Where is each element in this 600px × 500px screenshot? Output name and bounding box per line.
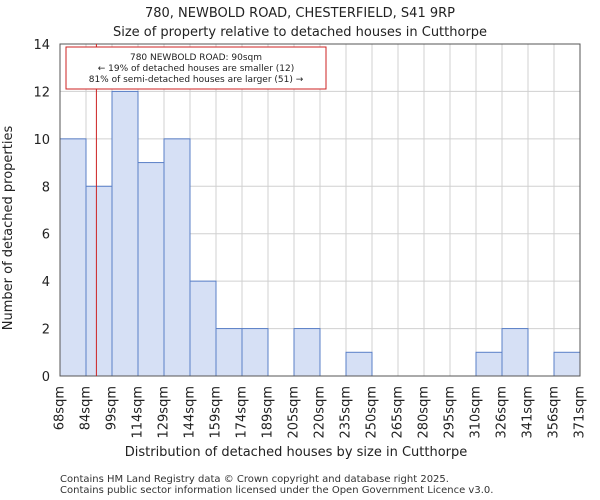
y-tick-label: 4 (42, 275, 50, 290)
annotation-frame (65, 46, 327, 90)
x-tick-label: 205sqm (287, 386, 302, 439)
x-tick-label: 265sqm (391, 386, 406, 439)
x-tick-label: 174sqm (235, 386, 250, 439)
y-tick-label: 12 (33, 85, 50, 100)
bar (189, 280, 217, 377)
x-tick-label: 68sqm (53, 386, 68, 430)
x-tick-label: 356sqm (547, 386, 562, 439)
x-tick-labels: 68sqm 84sqm 99sqm 114sqm 129sqm 144sqm 159sqm 1… (53, 386, 588, 439)
bar (241, 328, 269, 377)
bar (293, 328, 321, 377)
bar (215, 328, 243, 377)
annotation-line3: 81% of semi-detached houses are larger (… (89, 75, 304, 85)
y-axis-label: Number of detached properties (1, 126, 16, 331)
annotation-box: 780 NEWBOLD ROAD: 90sqm ← 19% of detache… (65, 46, 327, 90)
x-tick-label: 129sqm (157, 386, 172, 439)
x-axis-label: Distribution of detached houses by size … (125, 445, 468, 460)
y-tick-label: 0 (42, 370, 50, 385)
x-tick-label: 326sqm (495, 386, 510, 439)
annotation-line1: 780 NEWBOLD ROAD: 90sqm (130, 53, 262, 63)
y-tick-label: 10 (33, 133, 50, 148)
bar (59, 138, 87, 377)
bar (85, 185, 113, 377)
y-tick-label: 14 (33, 38, 50, 53)
y-tick-label: 6 (42, 228, 50, 243)
x-tick-label: 250sqm (365, 386, 380, 439)
bar (501, 328, 529, 377)
footer-line2: Contains public sector information licen… (60, 485, 493, 496)
chart-title-line1: 780, NEWBOLD ROAD, CHESTERFIELD, S41 9RP (145, 6, 455, 21)
bars-layer (59, 90, 581, 377)
bar (475, 351, 503, 377)
x-tick-label: 84sqm (79, 386, 94, 430)
x-tick-label: 114sqm (131, 386, 146, 439)
footer-line1: Contains HM Land Registry data © Crown c… (60, 474, 449, 485)
y-tick-labels: 0 2 4 6 8 10 12 14 (33, 38, 50, 385)
annotation-line2: ← 19% of detached houses are smaller (12… (98, 64, 295, 74)
x-tick-label: 295sqm (443, 386, 458, 439)
x-tick-label: 280sqm (417, 386, 432, 439)
bar (137, 162, 165, 377)
y-tick-label: 2 (42, 323, 50, 338)
x-tick-label: 99sqm (105, 386, 120, 430)
bar (345, 351, 373, 377)
x-tick-label: 159sqm (209, 386, 224, 439)
y-tick-label: 8 (42, 180, 50, 195)
x-tick-label: 310sqm (469, 386, 484, 439)
plot-frame (59, 43, 581, 377)
chart-title-line2: Size of property relative to detached ho… (113, 25, 487, 40)
bar (163, 138, 191, 377)
x-tick-label: 144sqm (183, 386, 198, 439)
bar (553, 351, 581, 377)
x-tick-label: 189sqm (261, 386, 276, 439)
x-tick-label: 220sqm (313, 386, 328, 439)
x-tick-label: 341sqm (521, 386, 536, 439)
x-tick-label: 371sqm (573, 386, 588, 439)
x-tick-label: 235sqm (339, 386, 354, 439)
bar (111, 90, 139, 377)
